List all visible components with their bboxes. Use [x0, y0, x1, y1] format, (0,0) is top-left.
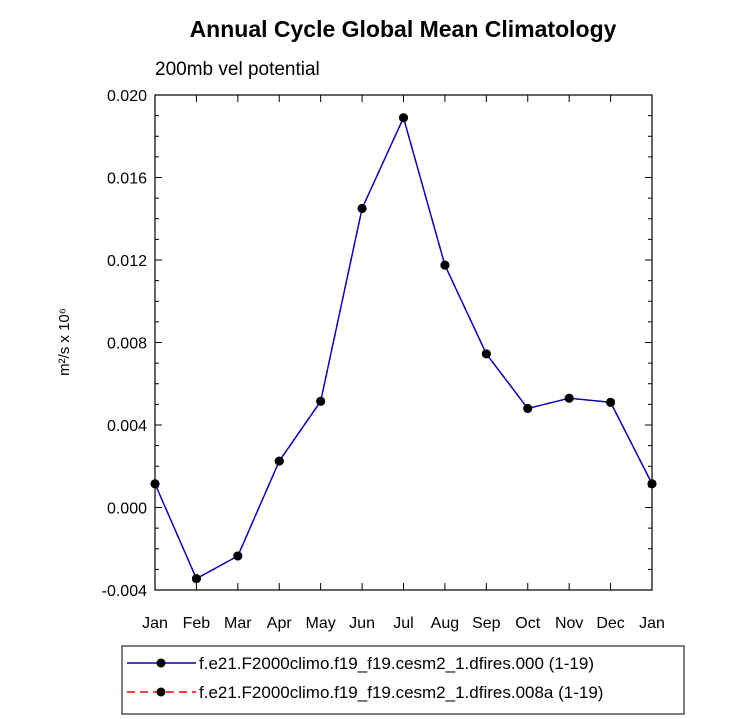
y-tick-label: 0.004: [107, 418, 147, 435]
series-0-point: [399, 113, 408, 123]
x-tick-label: Jun: [349, 615, 375, 632]
y-tick-label: 0.008: [107, 336, 147, 353]
series-0-point: [564, 393, 574, 403]
series-line-0: [154, 115, 653, 580]
x-axis: Jan Feb Mar Apr May Jun Jul Aug Sep Oct Nov Dec Jan: [142, 95, 665, 632]
series-0-point: [274, 456, 284, 466]
plot-area-frame: [154, 94, 653, 591]
series-layer: [150, 113, 657, 584]
series-line-1: [154, 115, 653, 580]
series-0-point: [523, 404, 533, 413]
x-tick-label: Mar: [224, 615, 252, 632]
series-0-point: [606, 397, 616, 407]
y-tick-label: 0.016: [107, 171, 147, 188]
x-tick-label: Feb: [183, 615, 211, 632]
y-tick-label: -0.004: [102, 583, 147, 600]
y-tick-label: 0.012: [107, 253, 147, 270]
x-tick-label: Sep: [472, 615, 501, 632]
x-tick-label: May: [306, 615, 336, 632]
y-axis-label: m²/s x 10⁶: [56, 308, 73, 376]
y-tick-label: 0.020: [107, 88, 147, 105]
x-tick-label: Dec: [596, 615, 624, 632]
chart-subtitle: 200mb vel potential: [155, 59, 320, 80]
x-tick-label: Aug: [431, 615, 459, 632]
legend-marker-1: [156, 687, 166, 697]
legend-label-1: f.e21.F2000climo.f19_f19.cesm2_1.dfires.…: [199, 683, 603, 702]
legend-marker-0: [156, 658, 166, 668]
series-0-point: [440, 260, 450, 270]
x-tick-label: Jan: [142, 615, 168, 632]
series-0-point: [357, 203, 367, 213]
x-tick-label: Jul: [393, 615, 413, 632]
legend-box: [121, 645, 685, 715]
chart-title: Annual Cycle Global Mean Climatology: [190, 16, 617, 42]
legend-label-0: f.e21.F2000climo.f19_f19.cesm2_1.dfires.…: [199, 654, 594, 673]
series-0-point: [316, 396, 326, 406]
series-0-point: [191, 574, 201, 584]
x-tick-label: Apr: [267, 615, 293, 632]
y-axis: 0.020 0.016 0.012 0.008 0.004 0.000 -0.004: [102, 88, 652, 600]
series-0-point: [233, 551, 243, 561]
x-tick-label: Oct: [515, 615, 540, 632]
y-tick-label: 0.000: [107, 501, 147, 518]
x-tick-label: Nov: [555, 615, 583, 632]
legend: f.e21.F2000climo.f19_f19.cesm2_1.dfires.…: [121, 645, 685, 715]
x-tick-label: Jan: [639, 615, 665, 632]
series-0-point: [150, 479, 160, 489]
series-0-point: [481, 349, 491, 359]
series-0-point: [647, 479, 657, 489]
